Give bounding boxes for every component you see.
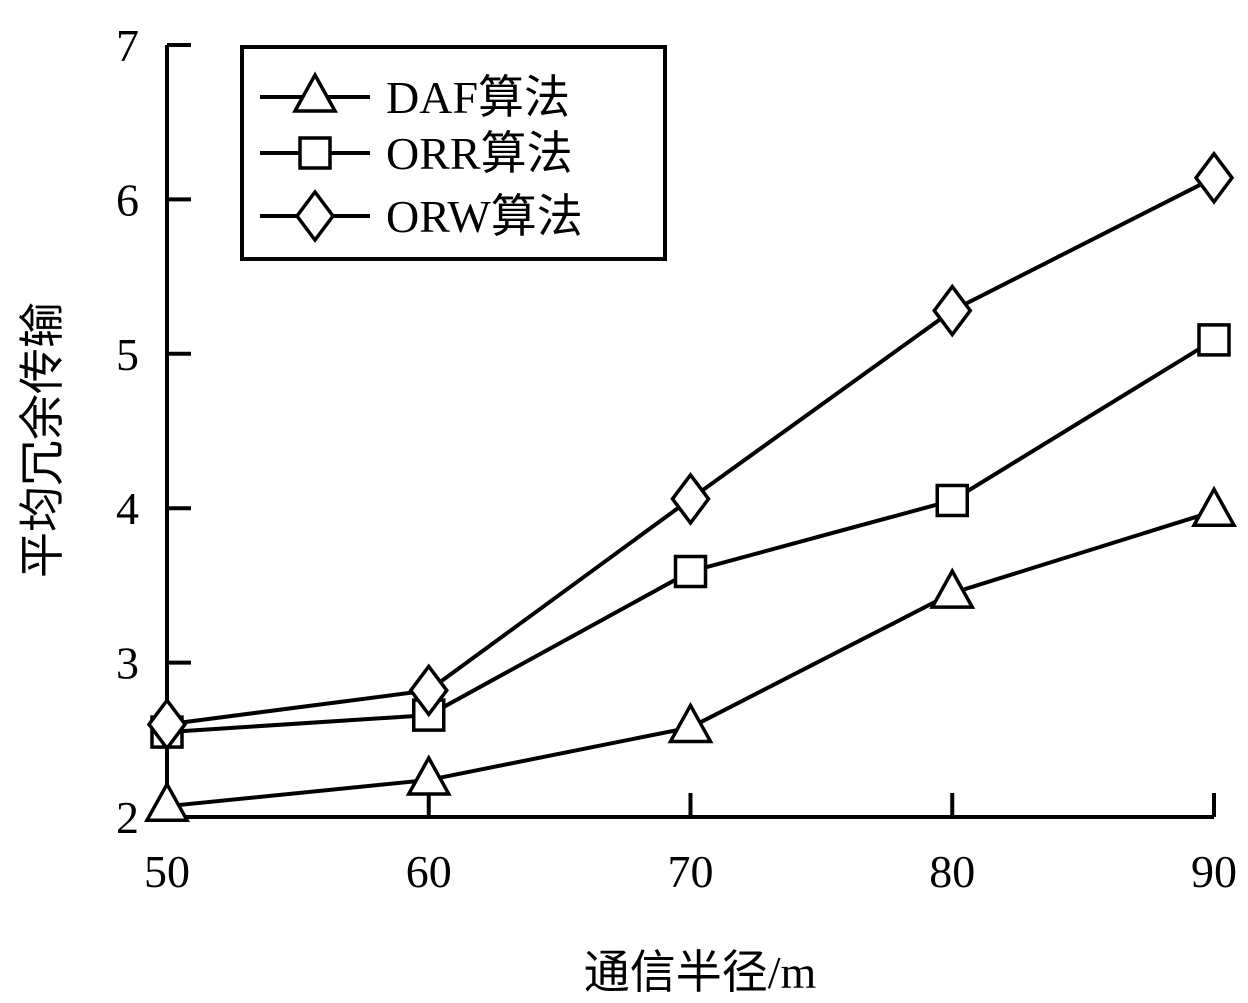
x-tick-label: 90 bbox=[1191, 846, 1237, 897]
data-point-triangle bbox=[667, 701, 714, 744]
x-tick-label: 50 bbox=[144, 846, 190, 897]
data-point-triangle bbox=[929, 567, 976, 609]
y-axis-ticks: 2 3 4 5 6 7 bbox=[116, 20, 191, 843]
legend-label: ORW算法 bbox=[386, 191, 583, 242]
y-tick-label: 6 bbox=[116, 174, 139, 225]
legend-marker-triangle bbox=[292, 71, 338, 113]
data-point-triangle bbox=[1191, 485, 1237, 528]
y-tick-label: 3 bbox=[116, 638, 139, 689]
series-square bbox=[150, 323, 1231, 749]
series-line bbox=[166, 338, 1216, 735]
data-point-triangle bbox=[144, 780, 190, 822]
x-tick-label: 70 bbox=[668, 846, 714, 897]
data-point-square bbox=[1197, 323, 1231, 357]
data-point-diamond bbox=[932, 283, 973, 338]
y-tick-label: 2 bbox=[116, 792, 139, 843]
y-tick-label: 5 bbox=[116, 329, 139, 380]
legend-item: ORR算法 bbox=[260, 128, 573, 179]
series-layer bbox=[144, 150, 1237, 822]
series-diamond bbox=[146, 150, 1235, 752]
x-tick-label: 80 bbox=[929, 846, 975, 897]
legend-label: ORR算法 bbox=[386, 128, 573, 179]
data-point-diamond bbox=[1193, 150, 1235, 205]
data-point-diamond bbox=[146, 697, 188, 752]
legend-item: DAF算法 bbox=[260, 71, 570, 123]
series-triangle bbox=[144, 485, 1237, 822]
legend-item: ORW算法 bbox=[260, 189, 583, 243]
data-point-square bbox=[935, 483, 969, 518]
legend-label: DAF算法 bbox=[386, 72, 570, 123]
y-tick-label: 4 bbox=[116, 483, 139, 534]
x-tick-label: 60 bbox=[406, 846, 452, 897]
y-axis-title: 平均冗余传输 bbox=[17, 302, 68, 578]
legend-marker-diamond bbox=[294, 189, 336, 243]
y-tick-label: 7 bbox=[116, 20, 139, 71]
data-point-diamond bbox=[408, 663, 449, 718]
data-point-diamond bbox=[670, 472, 711, 526]
x-axis-title: 通信半径/m bbox=[584, 947, 817, 998]
data-point-square bbox=[673, 554, 708, 589]
x-axis-ticks: 50 60 70 80 90 bbox=[144, 793, 1237, 897]
legend-marker-square bbox=[298, 136, 332, 170]
data-point-triangle bbox=[405, 754, 452, 796]
